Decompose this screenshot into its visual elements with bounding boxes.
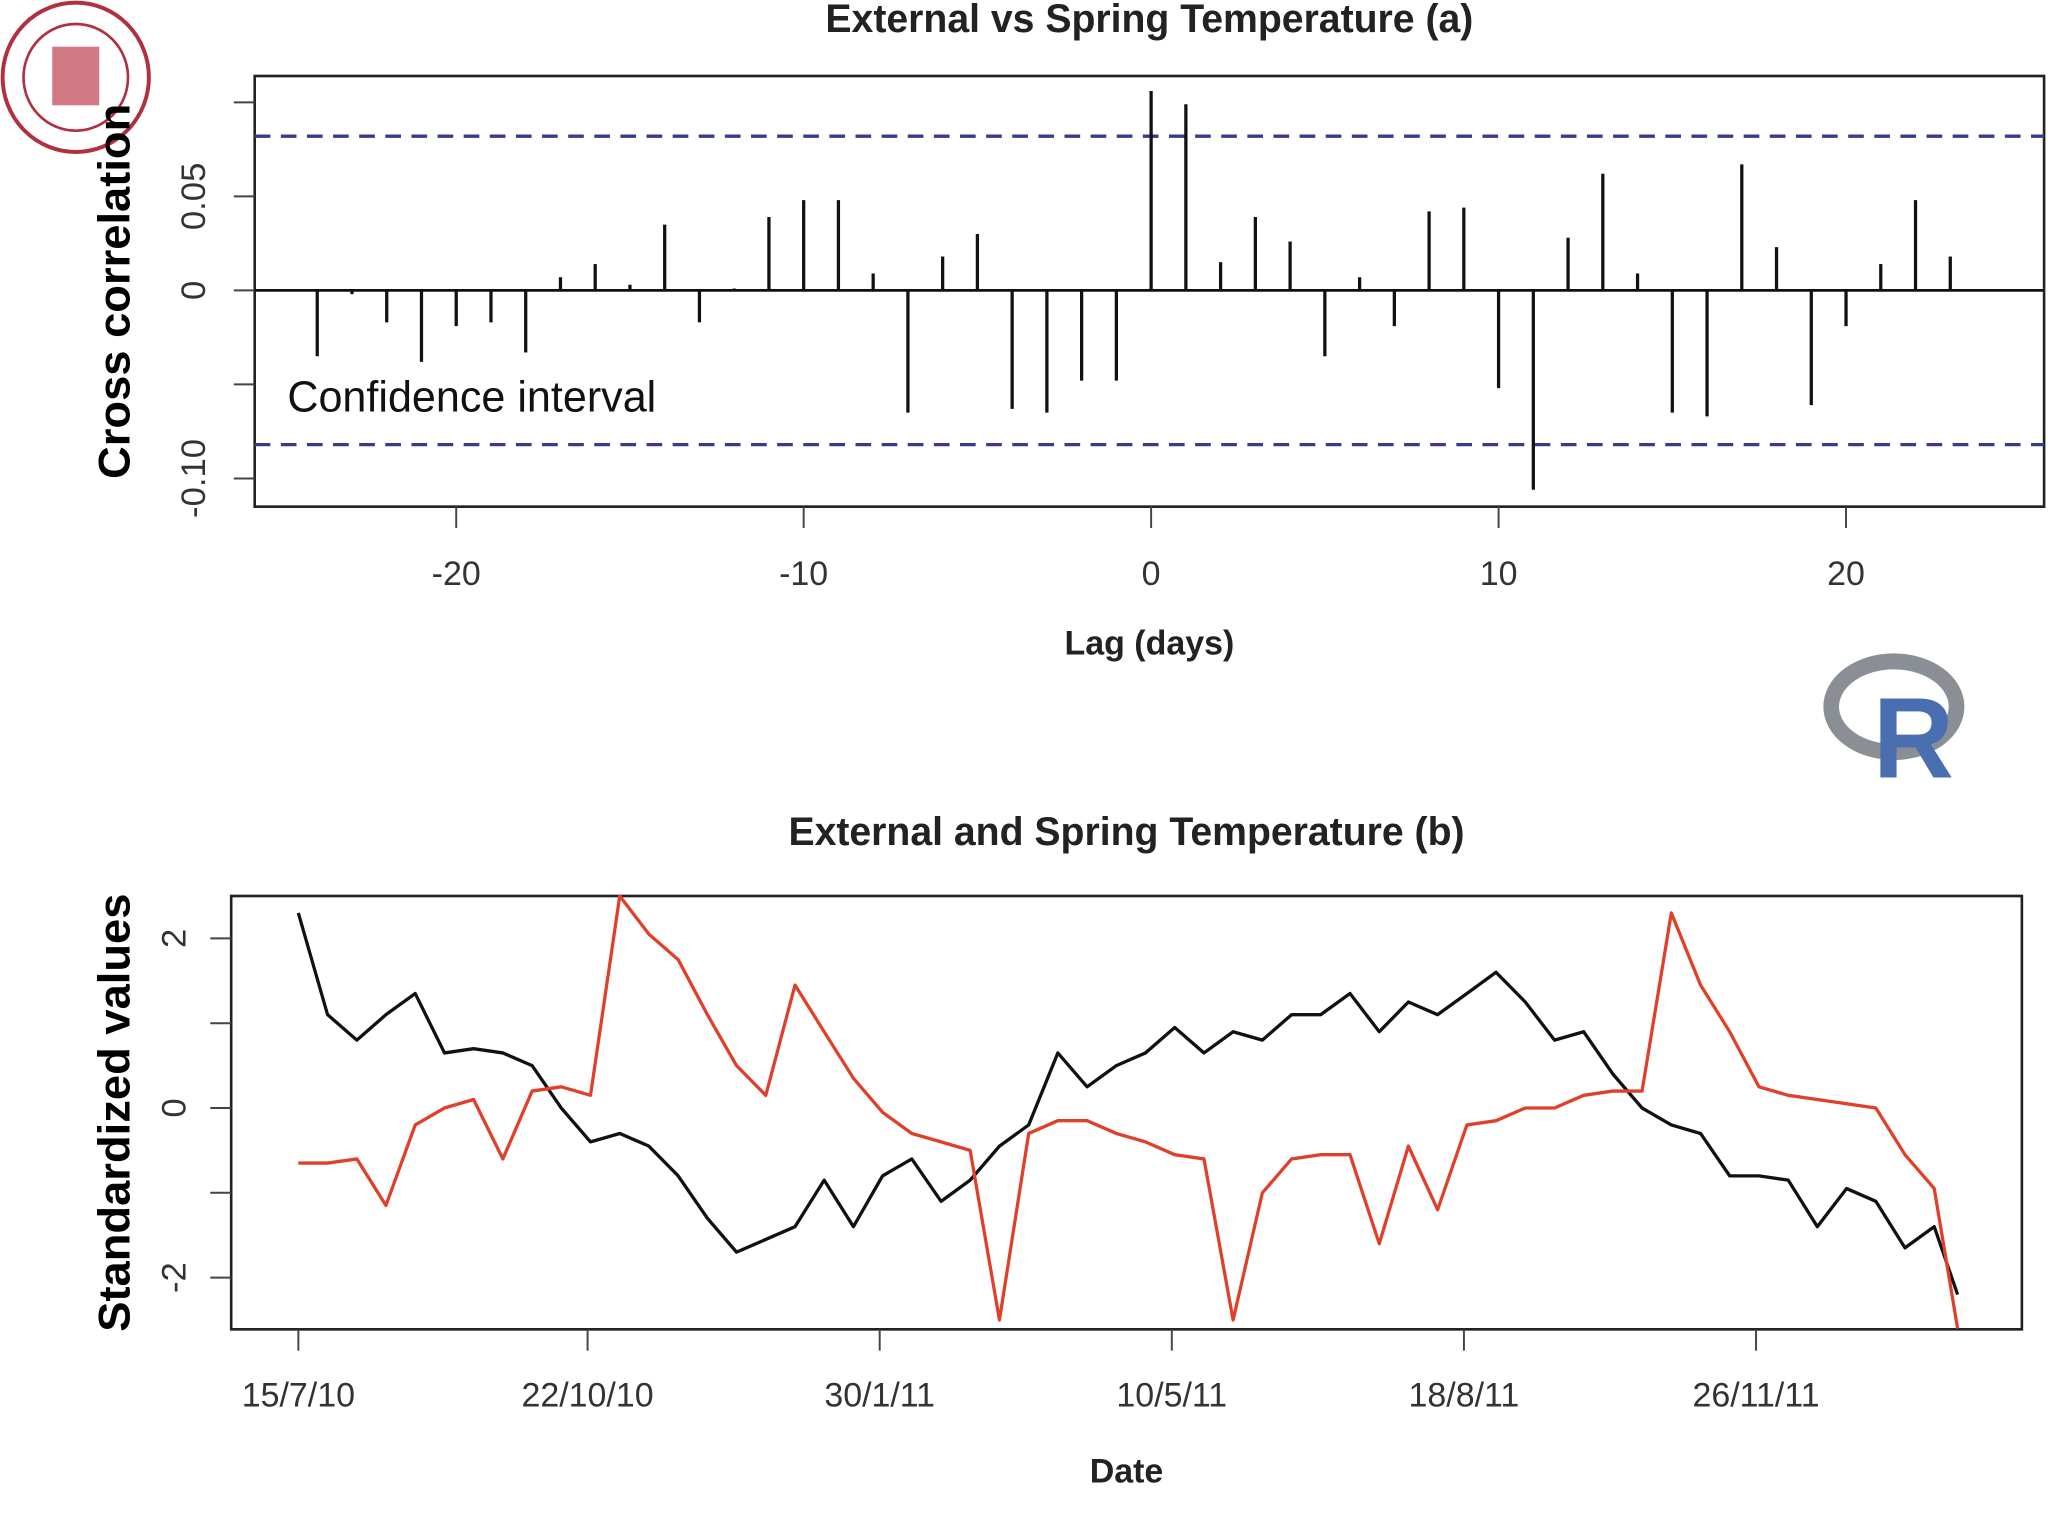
x-tick-label: 30/1/11 xyxy=(824,1376,935,1414)
chart-title: External and Spring Temperature (b) xyxy=(788,810,1464,854)
seal-figure xyxy=(52,46,100,106)
seal-ring xyxy=(0,0,151,154)
seal-inner xyxy=(22,22,130,132)
y-tick-label: 0 xyxy=(175,281,213,300)
x-tick-label: -20 xyxy=(432,555,481,593)
x-tick-label: 22/10/10 xyxy=(522,1376,654,1414)
y-tick-label: 2 xyxy=(156,929,194,948)
annotation: Confidence interval xyxy=(287,373,656,421)
chart-title: External vs Spring Temperature (a) xyxy=(825,0,1473,41)
plot-frame xyxy=(229,894,2024,1331)
y-tick-label: 0 xyxy=(156,1098,194,1117)
y-tick-label: -0.10 xyxy=(175,439,213,518)
x-tick-label: 18/8/11 xyxy=(1409,1376,1520,1414)
r-logo-letter: R xyxy=(1873,674,1954,802)
x-tick-label: -10 xyxy=(779,555,828,593)
x-tick-label: 20 xyxy=(1827,555,1865,593)
series-line xyxy=(296,912,1960,1296)
y-tick-label: 0.05 xyxy=(175,163,213,230)
x-tick-label: 26/11/11 xyxy=(1693,1376,1820,1414)
r-logo-ring xyxy=(1823,653,1965,760)
university-seal xyxy=(0,0,151,154)
y-tick-label: -2 xyxy=(156,1262,194,1293)
r-logo: R xyxy=(1823,653,1965,803)
x-tick-label: 0 xyxy=(1142,555,1161,593)
x-tick-label: 10/5/11 xyxy=(1116,1376,1227,1414)
series-line xyxy=(298,894,1960,1329)
x-tick-label: 15/7/10 xyxy=(242,1376,355,1414)
y-axis-label: Cross correlation xyxy=(89,104,139,479)
x-axis-label: Lag (days) xyxy=(1065,624,1235,662)
x-axis-label: Date xyxy=(1090,1452,1164,1490)
x-tick-label: 10 xyxy=(1480,555,1518,593)
y-axis-label: Standardized values xyxy=(89,894,139,1332)
